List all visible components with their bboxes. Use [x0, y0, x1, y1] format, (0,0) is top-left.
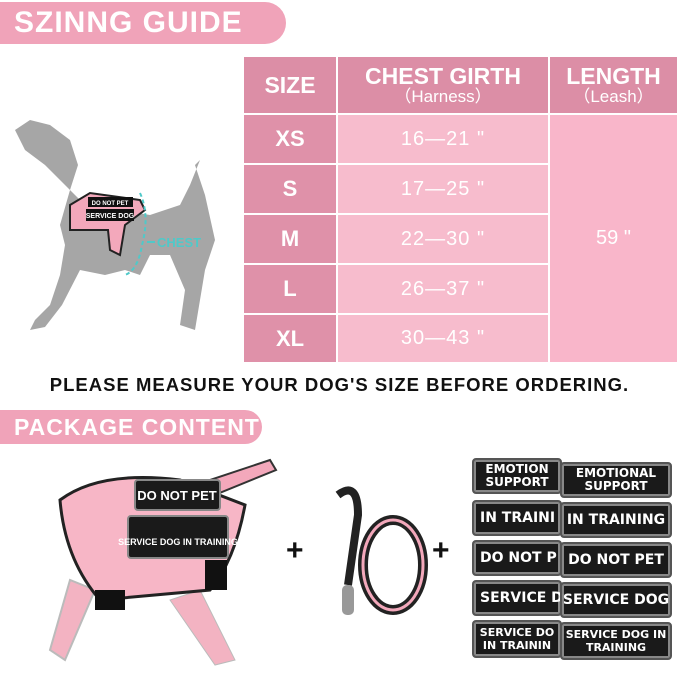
patch-right: SERVICE DOG IN TRAINING: [560, 622, 672, 660]
sizing-guide-title: SZINNG GUIDE: [0, 2, 286, 44]
measure-note: PLEASE MEASURE YOUR DOG'S SIZE BEFORE OR…: [49, 374, 630, 395]
chest-cell: 16—21 ": [338, 115, 548, 163]
small-patch-1: DO NOT PET: [92, 201, 129, 207]
harness-patch-1: DO NOT PET: [137, 488, 217, 503]
length-cell: 59 ": [550, 115, 677, 362]
size-cell: XL: [244, 315, 336, 362]
patch-left: EMOTION SUPPORT: [472, 458, 562, 494]
patch-left: SERVICE DO IN TRAININ: [472, 620, 562, 658]
header-chest: CHEST GIRTH （Harness）: [338, 57, 548, 113]
header-label: CHEST GIRTH: [365, 63, 521, 89]
size-cell: M: [244, 215, 336, 263]
header-label: SIZE: [264, 72, 316, 98]
dog-diagram: DO NOT PET SERVICE DOG CHEST: [15, 120, 215, 330]
size-cell: S: [244, 165, 336, 213]
patch-right: DO NOT PET: [560, 542, 672, 578]
chest-cell: 17—25 ": [338, 165, 548, 213]
package-content-title: PACKAGE CONTENT: [0, 410, 262, 444]
header-label: LENGTH: [566, 63, 661, 89]
size-cell: L: [244, 265, 336, 313]
chest-cell: 22—30 ": [338, 215, 548, 263]
size-cell: XS: [244, 115, 336, 163]
plus-sign: +: [286, 534, 304, 567]
harness-image: DO NOT PET SERVICE DOG IN TRAINING: [48, 458, 278, 666]
chest-label: CHEST: [157, 235, 201, 250]
patch-left: IN TRAINI: [472, 500, 562, 536]
patch-left: SERVICE D: [472, 580, 562, 616]
header-length: LENGTH （Leash）: [550, 57, 677, 113]
harness-small: [69, 191, 147, 257]
patch-right: EMOTIONAL SUPPORT: [560, 462, 672, 498]
patch-right: SERVICE DOG: [560, 582, 672, 618]
patch-left: DO NOT P: [472, 540, 562, 576]
plus-sign: +: [432, 534, 450, 567]
chest-cell: 26—37 ": [338, 265, 548, 313]
header-sub: （Leash）: [573, 87, 654, 106]
chest-cell: 30—43 ": [338, 315, 548, 362]
header-size: SIZE: [244, 57, 336, 113]
small-patch-2: SERVICE DOG: [86, 213, 135, 220]
patch-right: IN TRAINING: [560, 502, 672, 538]
harness-patch-2: SERVICE DOG IN TRAINING: [118, 537, 238, 547]
header-sub: （Harness）: [394, 87, 492, 106]
leash-image: [335, 486, 428, 615]
